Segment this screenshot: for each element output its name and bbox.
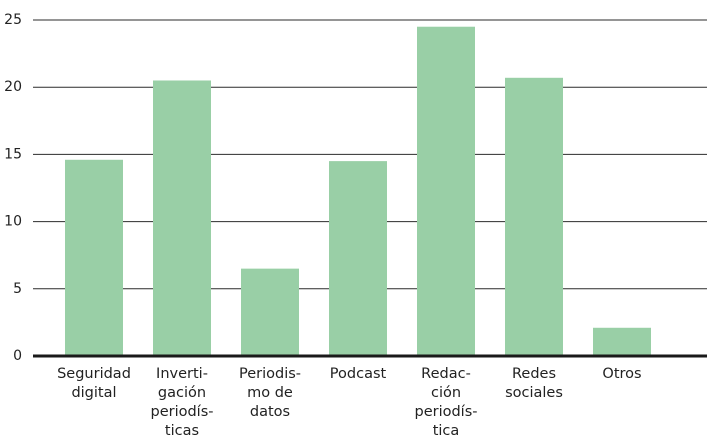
bar: [593, 327, 651, 356]
y-tick-label: 5: [13, 281, 22, 297]
y-tick-labels: 0 5 10 15 20 25: [4, 12, 22, 364]
y-tick-label: 20: [4, 79, 22, 95]
bar: [329, 161, 387, 356]
bar: [241, 268, 299, 356]
x-category-label: Podcast: [330, 366, 387, 382]
y-tick-label: 25: [4, 12, 22, 28]
bar: [153, 80, 211, 356]
x-category-labels: Seguridad digital Inverti-gación periodís-t…: [57, 366, 641, 436]
bar: [65, 159, 123, 356]
bars: [65, 26, 651, 357]
x-category-label: Otros: [602, 366, 641, 382]
y-tick-label: 10: [4, 214, 22, 230]
x-category-label: Seguridad digital: [57, 366, 131, 401]
x-category-label: Redac-ción periodís-tica: [414, 366, 477, 436]
bar: [505, 77, 563, 357]
x-category-label: Periodis-mo de datos: [239, 366, 301, 420]
gridlines: [33, 19, 707, 290]
x-category-label: Redes sociales: [505, 366, 563, 401]
y-tick-label: 0: [13, 348, 22, 364]
x-category-label: Inverti-gación periodís-ticas: [150, 366, 213, 436]
bar: [417, 26, 475, 356]
y-tick-label: 15: [4, 146, 22, 162]
